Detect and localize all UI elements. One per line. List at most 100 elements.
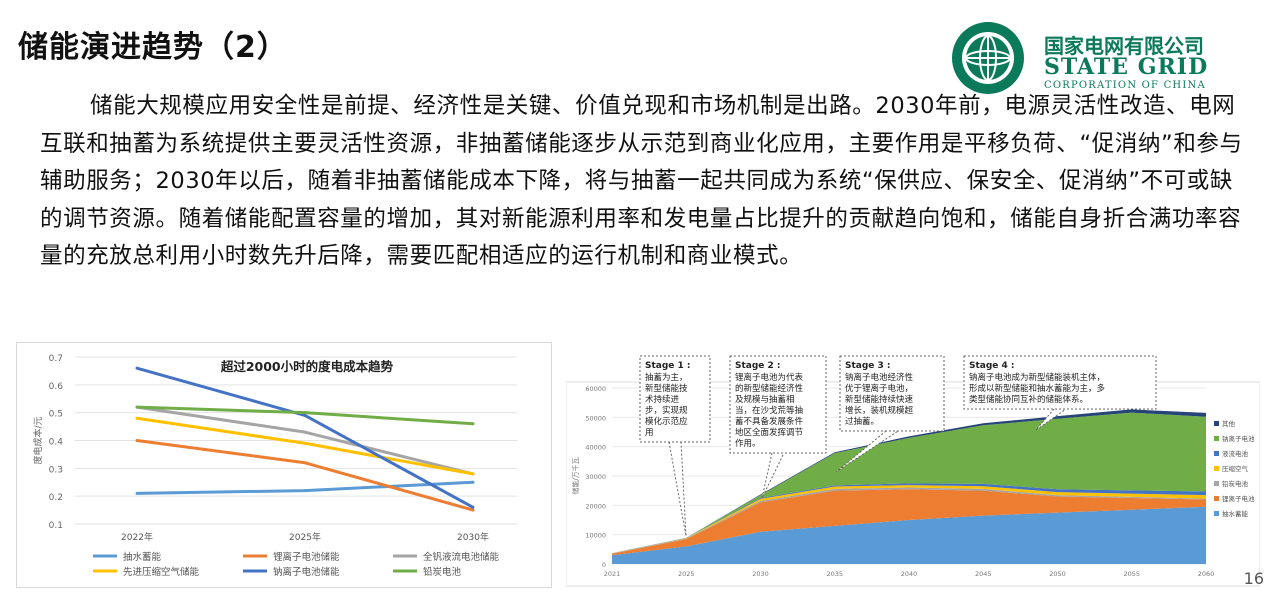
y-tick-label: 50000 bbox=[585, 414, 606, 422]
storage-capacity-chart-svg: 0 10000 20000 30000 40000 50000 60000 2021 2025 2… bbox=[565, 355, 1261, 587]
y-tick-label: 0.6 bbox=[49, 382, 64, 392]
legend-label: 钠离子电池 bbox=[1222, 434, 1255, 443]
annotation-pointer bbox=[668, 441, 687, 537]
page-title: 储能演进趋势（2） bbox=[18, 30, 288, 65]
annotation-text: 形成以新型储能和抽水蓄能为主，多 bbox=[969, 383, 1106, 394]
annotation-title: Stage 3 : bbox=[845, 361, 891, 371]
annotation-box bbox=[963, 355, 1157, 410]
series-line bbox=[136, 366, 474, 509]
data-point bbox=[303, 413, 307, 417]
legend-label: 抽水蓄能 bbox=[123, 551, 162, 563]
annotation-text: 术持续进 bbox=[645, 394, 680, 405]
data-point bbox=[471, 422, 475, 426]
chart-title: 超过2000小时的度电成本趋势 bbox=[220, 359, 394, 374]
annotation-text: 用 bbox=[645, 428, 654, 438]
annotation-text: 地区全面发挥调节 bbox=[735, 427, 804, 438]
annotation-text: 当，在沙戈荒等抽 bbox=[735, 405, 803, 416]
company-name-en: STATE GRID bbox=[1044, 54, 1209, 80]
legend-label: 铅炭电池 bbox=[423, 566, 462, 578]
x-tick-label: 2035 bbox=[826, 570, 843, 578]
y-tick-label: 0.1 bbox=[49, 521, 63, 531]
x-tick-label: 2045 bbox=[975, 570, 992, 578]
x-tick-label: 2025 bbox=[678, 570, 695, 578]
x-tick-label: 2060 bbox=[1198, 570, 1215, 578]
stacked-area bbox=[612, 489, 1206, 556]
annotation-title: Stage 1 : bbox=[645, 361, 691, 371]
legend-label: 全钒液流电池储能 bbox=[423, 551, 500, 563]
annotation-title: Stage 4 : bbox=[969, 361, 1015, 371]
annotation-text: 优于锂离子电池， bbox=[845, 383, 913, 394]
y-tick-label: 60000 bbox=[585, 385, 606, 393]
y-tick-label: 10000 bbox=[585, 532, 606, 540]
y-tick-label: 0.2 bbox=[49, 493, 63, 503]
annotation-text: 钠离子电池经济性 bbox=[845, 372, 914, 383]
stacked-area bbox=[612, 412, 1206, 554]
data-point bbox=[471, 472, 475, 476]
annotation-text: 模化示范应 bbox=[645, 416, 688, 427]
y-tick-label: 0 bbox=[602, 561, 606, 569]
company-logo: 国家电网有限公司 STATE GRID CORPORATION OF CHINA bbox=[944, 20, 1264, 94]
x-tick-label: 2030年 bbox=[457, 531, 489, 543]
legend-label: 先进压缩空气储能 bbox=[123, 566, 200, 578]
cost-trend-chart: 0.1 0.2 0.3 0.4 0.5 0.6 0.7 2022年 2025年 2030年 度电成本… bbox=[16, 342, 552, 588]
data-point bbox=[135, 439, 139, 442]
data-point bbox=[303, 441, 307, 445]
y-axis-label: 度电成本/元 bbox=[32, 416, 44, 464]
legend-swatch bbox=[1214, 421, 1219, 426]
x-tick-label: 2025年 bbox=[289, 531, 321, 543]
annotation-text: 及规模与抽蓄相 bbox=[735, 394, 795, 405]
data-point bbox=[303, 411, 307, 415]
annotation-text: 抽蓄为主， bbox=[645, 372, 688, 383]
series-line bbox=[136, 439, 474, 512]
annotation-box bbox=[729, 355, 827, 454]
body-paragraph: 储能大规模应用安全性是前提、经济性是关键、价值兑现和市场机制是出路。2030年前… bbox=[40, 93, 1243, 270]
annotation-text: 过抽蓄。 bbox=[845, 416, 879, 427]
annotation-text: 类型储能协同互补的储能体系。 bbox=[969, 394, 1088, 405]
annotation-text: 蓄不具备发展条件 bbox=[735, 416, 804, 427]
state-grid-emblem-icon bbox=[952, 22, 1024, 94]
annotation-text: 锂离子电池为代表 bbox=[735, 372, 804, 383]
y-tick-label: 30000 bbox=[585, 473, 606, 481]
data-point bbox=[135, 405, 139, 409]
legend-label: 其他 bbox=[1222, 419, 1236, 428]
annotation-text: 新型储能技 bbox=[645, 383, 688, 394]
x-tick-label: 2050 bbox=[1049, 570, 1066, 578]
legend-swatch bbox=[1214, 511, 1219, 516]
annotation-text: 步，实现规 bbox=[645, 405, 688, 416]
legend-label: 锂离子电池 bbox=[1222, 494, 1255, 503]
y-tick-label: 0.4 bbox=[49, 438, 64, 448]
annotation-pointer bbox=[1035, 408, 1067, 431]
y-axis-label: 储能/万千瓦 bbox=[571, 457, 580, 494]
x-tick-label: 2040 bbox=[901, 570, 918, 578]
page-number: 16 bbox=[1243, 569, 1264, 588]
data-point bbox=[135, 416, 139, 420]
legend-label: 抽水蓄能 bbox=[1222, 509, 1249, 518]
cost-trend-chart-svg: 0.1 0.2 0.3 0.4 0.5 0.6 0.7 2022年 2025年 2030年 度电成本… bbox=[32, 354, 517, 578]
data-point bbox=[303, 489, 307, 493]
legend-label: 铅炭电池 bbox=[1222, 479, 1249, 488]
y-tick-label: 20000 bbox=[585, 502, 606, 510]
data-point bbox=[135, 491, 139, 495]
annotation-box bbox=[839, 355, 945, 432]
legend-label: 锂离子电池储能 bbox=[273, 551, 340, 563]
legend-label: 压缩空气 bbox=[1222, 464, 1249, 473]
data-point bbox=[471, 480, 475, 484]
legend-swatch bbox=[1214, 436, 1219, 441]
legend-swatch bbox=[1214, 466, 1219, 471]
annotation-pointer bbox=[835, 430, 899, 473]
y-tick-label: 0.3 bbox=[49, 465, 63, 475]
annotation-pointer bbox=[761, 452, 785, 499]
annotation-text: 的新型储能经济性 bbox=[735, 383, 804, 394]
company-name-en-sub: CORPORATION OF CHINA bbox=[1044, 80, 1206, 91]
legend-swatch bbox=[1214, 496, 1219, 501]
x-tick-label: 2055 bbox=[1123, 570, 1140, 578]
data-point bbox=[303, 430, 307, 434]
x-tick-label: 2022年 bbox=[121, 531, 153, 543]
data-point bbox=[303, 461, 307, 465]
legend-swatch bbox=[1214, 481, 1219, 486]
data-point bbox=[471, 505, 475, 509]
storage-capacity-chart: 0 10000 20000 30000 40000 50000 60000 2021 2025 2… bbox=[565, 352, 1261, 588]
annotation-title: Stage 2 : bbox=[735, 361, 781, 371]
annotation-box bbox=[639, 355, 711, 443]
y-tick-label: 40000 bbox=[585, 444, 606, 452]
